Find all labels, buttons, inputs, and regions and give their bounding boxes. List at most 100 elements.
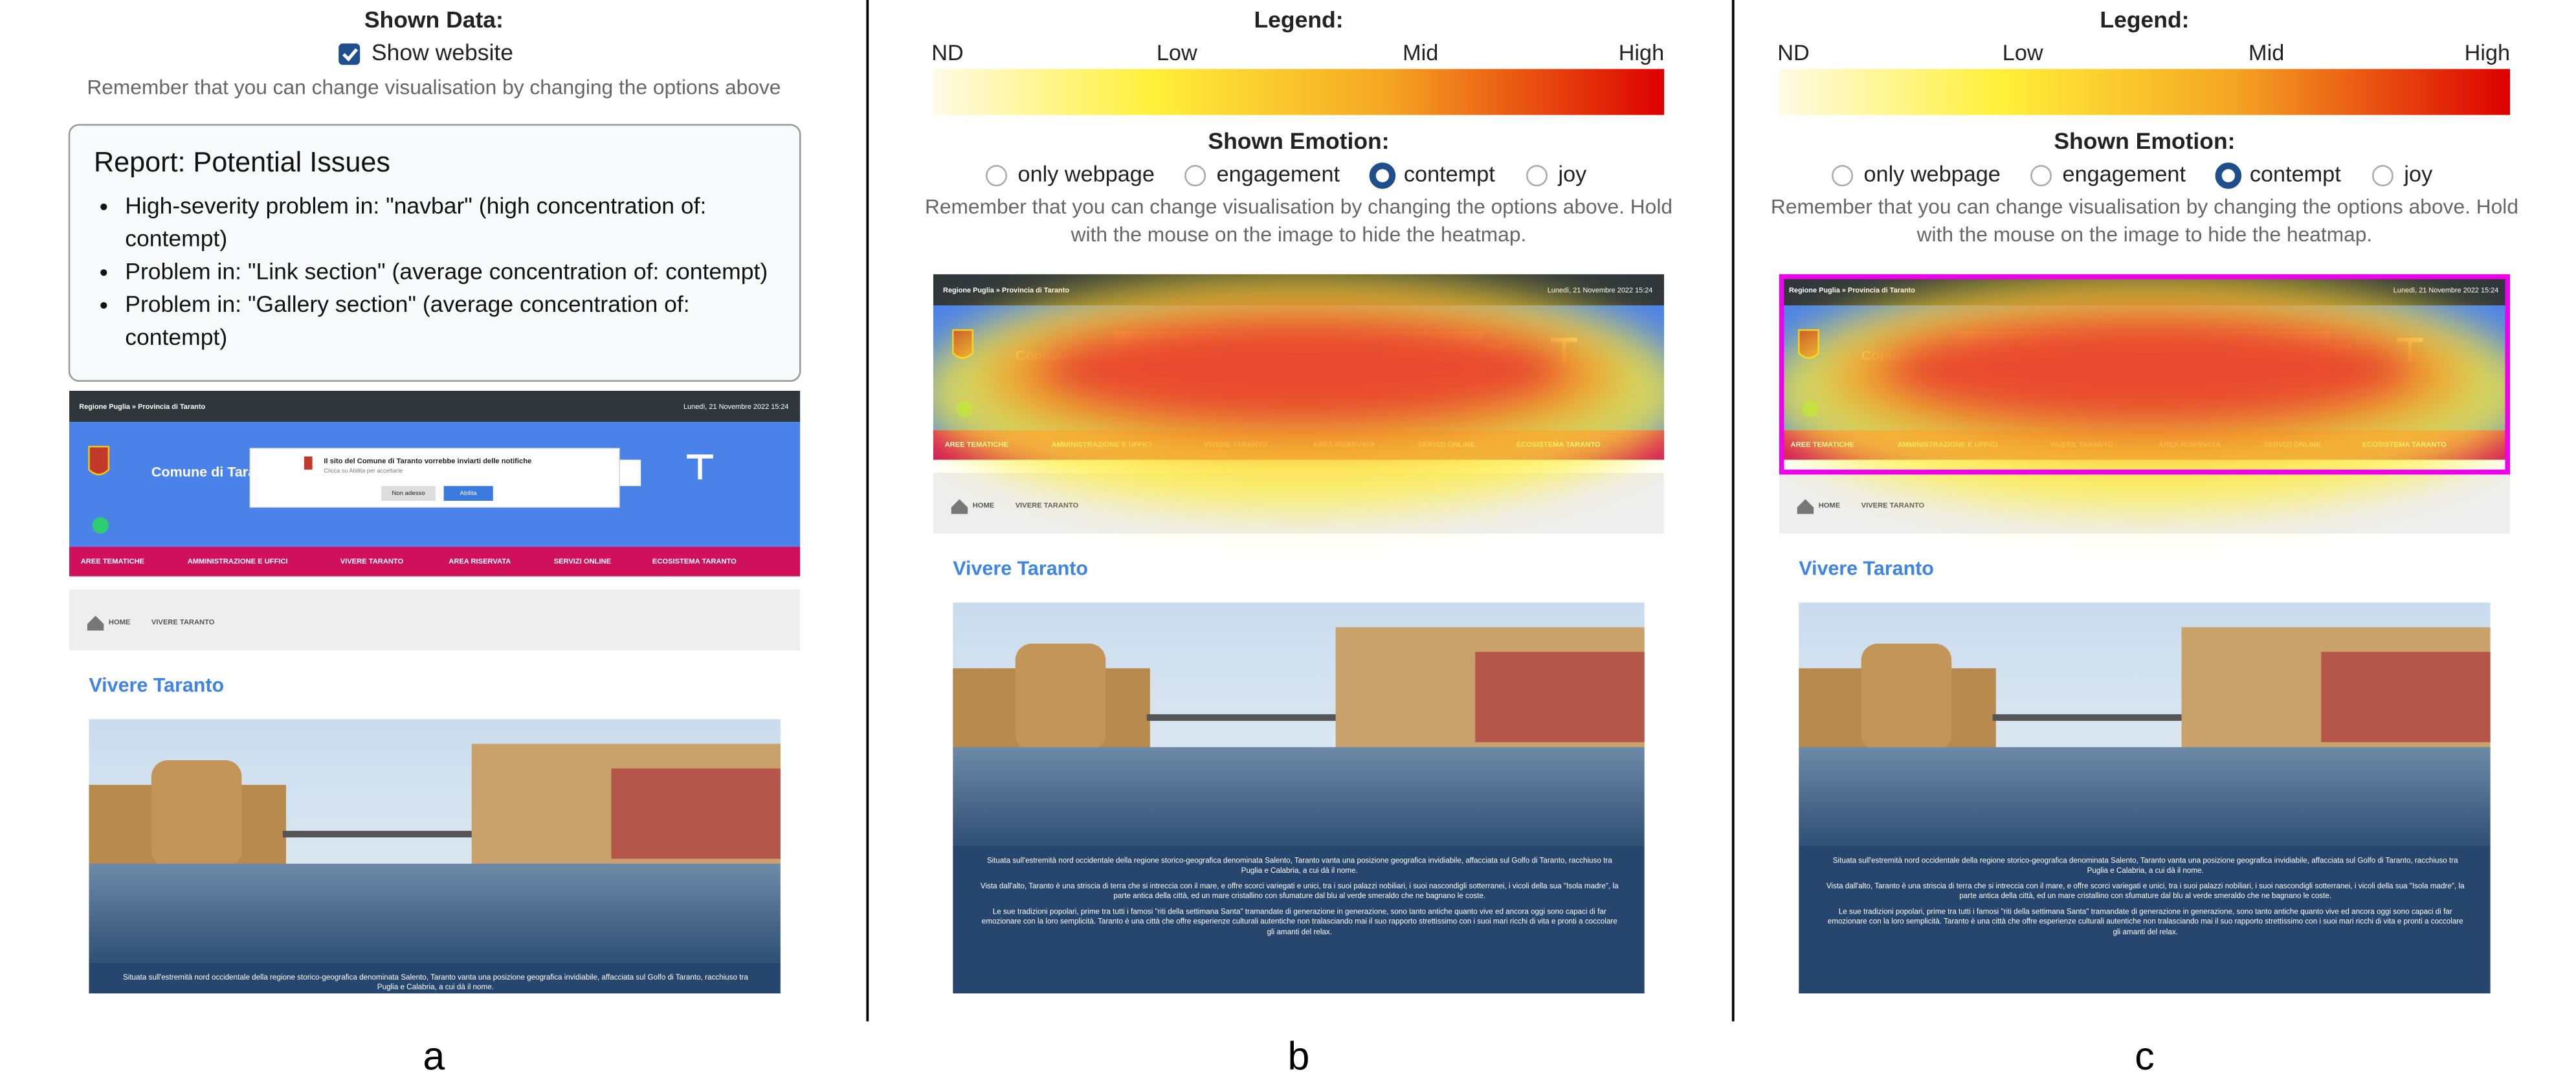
breadcrumb-item: HOME — [1819, 502, 1840, 510]
radio-button[interactable] — [1184, 165, 1206, 187]
radio-button[interactable] — [2215, 162, 2242, 189]
page-title: Vivere Taranto — [89, 674, 224, 696]
top-left-text: Regione Puglia » Provincia di Taranto — [943, 287, 1069, 294]
top-right-text: Lunedì, 21 Novembre 2022 15:24 — [1548, 287, 1653, 294]
photo-water — [1799, 747, 2491, 846]
legend-gradient — [1779, 69, 2511, 115]
legend-label: High — [2465, 41, 2510, 65]
text-section — [89, 962, 781, 994]
notification-subtext: Clicca su Abilita per accettarle — [324, 468, 403, 474]
legend-label: Mid — [1403, 41, 1438, 65]
photo-tower — [1015, 643, 1106, 751]
nav-item: AMMINISTRAZIONE E UFFICI — [188, 558, 288, 565]
paragraph: Le sue tradizioni popolari, prime tra tu… — [1827, 906, 2463, 936]
nav-item: SERVIZI ONLINE — [554, 558, 611, 565]
button-later-text: Non adesso — [392, 490, 425, 497]
hint-text: Remember that you can change visualisati… — [924, 195, 1673, 247]
hint-text: Remember that you can change visualisati… — [1770, 195, 2518, 247]
radio-label[interactable]: contempt — [1404, 162, 1495, 187]
radio-label[interactable]: contempt — [2250, 162, 2341, 187]
emotion-title: Shown Emotion: — [1208, 128, 1389, 154]
text-section-content: Situata sull'estremità nord occidentale … — [980, 856, 1619, 936]
home-icon — [951, 499, 968, 514]
legend-label: High — [1619, 41, 1664, 65]
paragraph: Vista dall'alto, Taranto è una striscia … — [1826, 881, 2465, 901]
radio-button[interactable] — [1369, 162, 1396, 189]
breadcrumb-item: VIVERE TARANTO — [1016, 502, 1079, 510]
paragraph: Le sue tradizioni popolari, prime tra tu… — [981, 906, 1617, 936]
hint-container: Remember that you can change visualisati… — [924, 195, 1673, 247]
legend-label: Low — [2003, 41, 2043, 65]
nav-item: ECOSISTEMA TARANTO — [652, 558, 737, 565]
radio-button[interactable] — [2371, 165, 2393, 187]
checkbox — [339, 43, 361, 65]
radio-button[interactable] — [1526, 165, 1548, 187]
report-box — [68, 124, 801, 382]
legend-title: Legend: — [1254, 6, 1343, 32]
radio-label[interactable]: only webpage — [1018, 162, 1155, 187]
paragraphs: Situata sull'estremità nord occidentale … — [115, 972, 756, 993]
top-right-text: Lunedì, 21 Novembre 2022 15:24 — [2393, 287, 2499, 294]
page-title: Vivere Taranto — [953, 558, 1088, 580]
checkbox-label: Show website — [372, 39, 513, 65]
top-bar — [69, 390, 801, 423]
report-list: High-severity problem in: "navbar" (high… — [82, 189, 788, 353]
checkmark — [342, 48, 359, 62]
photo-water — [953, 747, 1645, 846]
text-section — [1799, 845, 2491, 994]
website-screenshot: Regione Puglia » Provincia di Taranto Lun… — [69, 390, 801, 994]
page-title: Vivere Taranto — [1799, 558, 1934, 580]
legend-gradient — [933, 69, 1665, 115]
panel: c Legend: ND Low Mid High Shown Emotion: only w… — [1770, 6, 2518, 1078]
button-later — [381, 486, 436, 501]
shown-data-title: Shown Data: — [364, 6, 504, 32]
radio-button[interactable] — [986, 165, 1008, 187]
heat-high — [1878, 310, 2420, 429]
nav-item: AREA RISERVATA — [449, 558, 511, 565]
report-list-container: High-severity problem in: "navbar" (high… — [82, 189, 788, 373]
button-enable-text: Abilita — [460, 490, 478, 497]
legend-title: Legend: — [2100, 6, 2189, 32]
radio-label[interactable]: only webpage — [1863, 162, 2000, 187]
panel: a Shown Data: Show website Remember that yo… — [69, 6, 800, 1087]
photo-building-red — [2321, 652, 2491, 743]
report-item: High-severity problem in: "navbar" (high… — [125, 189, 788, 255]
photo-bridge — [282, 831, 496, 838]
breadcrumb-item: VIVERE TARANTO — [151, 619, 215, 626]
nav-item: VIVERE TARANTO — [340, 558, 404, 565]
breadcrumb-item: VIVERE TARANTO — [1861, 502, 1925, 510]
issue-highlight — [1779, 274, 2511, 475]
radio-label[interactable]: engagement — [1217, 162, 1340, 187]
photo-bridge — [1146, 714, 1360, 721]
website-screenshot: Regione Puglia » Provincia di Taranto Lun… — [933, 274, 1665, 994]
photo-water — [89, 863, 781, 963]
radio-label[interactable]: joy — [1557, 162, 1587, 187]
photo-building-red — [611, 768, 781, 859]
radio-label[interactable]: engagement — [2063, 162, 2186, 187]
panel-label: a — [423, 1034, 445, 1078]
radio-button[interactable] — [1832, 165, 1853, 187]
radio-label[interactable]: joy — [2403, 162, 2433, 187]
report-item: Problem in: "Link section" (average conc… — [125, 254, 788, 287]
panel-label: b — [1288, 1034, 1310, 1078]
hint-container: Remember that you can change visualisati… — [1770, 195, 2518, 247]
paragraph: Situata sull'estremità nord occidentale … — [986, 856, 1612, 875]
legend-label: Low — [1157, 41, 1197, 65]
legend-label: ND — [1777, 41, 1809, 65]
radio-button[interactable] — [2030, 165, 2052, 187]
legend-label: ND — [931, 41, 963, 65]
top-left-text: Regione Puglia » Provincia di Taranto — [79, 403, 205, 411]
footer-logo — [92, 517, 109, 534]
heat-high — [1032, 310, 1574, 429]
paragraph: Vista dall'alto, Taranto è una striscia … — [980, 881, 1619, 901]
panel: b Legend: ND Low Mid High Shown Emotion: only w… — [924, 6, 1673, 1078]
logo — [88, 446, 110, 476]
text-section-content: Situata sull'estremità nord occidentale … — [1826, 856, 2465, 936]
report-item: Problem in: "Gallery section" (average c… — [125, 287, 788, 353]
breadcrumb-item: HOME — [109, 619, 130, 626]
home-icon — [87, 615, 104, 631]
text-section — [953, 845, 1645, 994]
photo-tower — [151, 760, 242, 867]
panel-label: c — [2135, 1034, 2154, 1078]
photo-tower — [1861, 643, 1952, 751]
